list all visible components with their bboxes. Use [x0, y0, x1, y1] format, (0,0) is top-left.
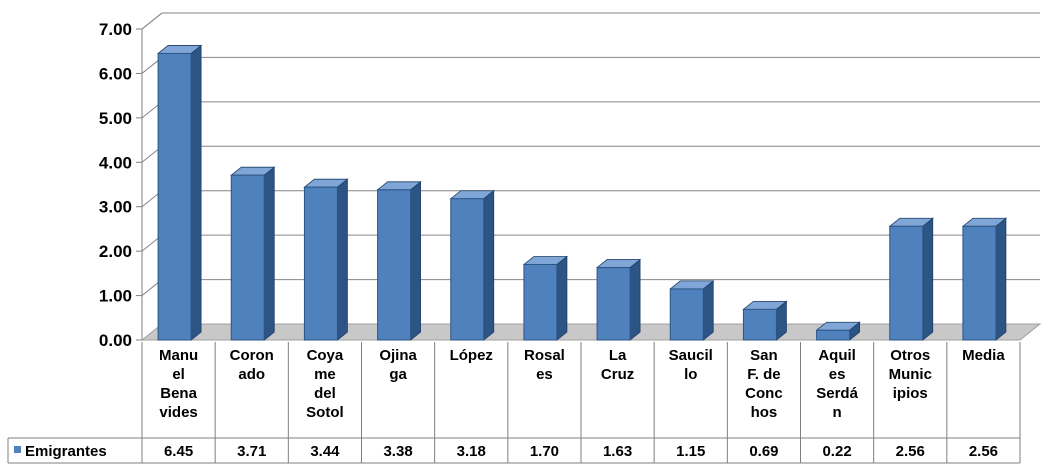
- data-label: 3.18: [457, 443, 486, 460]
- bars: [156, 44, 1008, 341]
- y-tick-label: 0.00: [99, 331, 132, 350]
- chart-walls: [140, 12, 1042, 341]
- x-tick-label: López: [450, 347, 493, 364]
- bar: [156, 44, 203, 341]
- y-tick-label: 4.00: [99, 153, 132, 172]
- data-label: 3.38: [383, 443, 412, 460]
- data-label: 3.71: [237, 443, 266, 460]
- y-tick-label: 5.00: [99, 109, 132, 128]
- floor: [140, 323, 1042, 341]
- x-tick-label: Otros Munic ipios: [889, 347, 932, 402]
- bar-front: [303, 186, 338, 341]
- x-tick-label: La Cruz: [601, 347, 634, 383]
- bar-side: [410, 180, 421, 341]
- bar: [961, 217, 1008, 341]
- bar-side: [995, 217, 1007, 341]
- y-tick-label: 6.00: [99, 64, 132, 83]
- bar-front: [230, 174, 265, 341]
- bar: [522, 255, 569, 341]
- bar-front: [889, 225, 924, 341]
- bar-side: [483, 189, 495, 341]
- data-label: 0.69: [749, 443, 778, 460]
- bar: [303, 178, 349, 341]
- bar: [742, 300, 788, 341]
- y-tick-label: 1.00: [99, 287, 132, 306]
- bar-side: [337, 178, 348, 341]
- x-tick-label: Aquil es Serdá n: [816, 347, 858, 421]
- bar-side: [556, 255, 568, 341]
- data-label: 1.63: [603, 443, 632, 460]
- x-tick-label: Coron ado: [230, 347, 274, 383]
- bar-side: [702, 280, 714, 341]
- bar-front: [669, 288, 704, 341]
- bar-side: [922, 217, 934, 341]
- bar-side: [629, 258, 641, 341]
- bar: [888, 217, 934, 341]
- bar: [449, 189, 495, 341]
- bar-front: [816, 329, 851, 341]
- bar: [815, 321, 861, 341]
- data-label: 2.56: [896, 443, 925, 460]
- bar-side: [263, 166, 275, 341]
- y-axis-ticks: 0.00 1.00 2.00 3.00 4.00 5.00 6.00 7.00: [99, 20, 132, 350]
- y-tick-label: 3.00: [99, 198, 132, 217]
- x-tick-label: Ojina ga: [379, 347, 417, 383]
- legend-swatch: [14, 446, 21, 453]
- gridline-depth: [141, 12, 163, 30]
- bar: [669, 280, 715, 341]
- y-tick-label: 7.00: [99, 20, 132, 39]
- legend-label: Emigrantes: [25, 443, 107, 460]
- data-label: 3.44: [310, 443, 340, 460]
- y-tick-label: 2.00: [99, 242, 132, 261]
- back-wall: [142, 13, 1040, 340]
- x-tick-label: Media: [962, 347, 1005, 364]
- data-label: 2.56: [969, 443, 998, 460]
- bar: [595, 258, 642, 341]
- x-tick-label: Manu el Bena vides: [159, 347, 198, 421]
- bar: [230, 166, 276, 341]
- bar-front: [962, 225, 997, 341]
- bar-front: [157, 52, 192, 341]
- data-label: 6.45: [164, 443, 193, 460]
- x-tick-label: Saucil lo: [669, 347, 713, 383]
- data-label: 0.22: [822, 443, 851, 460]
- x-tick-label: San F. de Conc hos: [745, 347, 783, 421]
- data-table: Manu el Bena vides Coron ado Coya me del Sotol Oji…: [7, 342, 1021, 464]
- x-tick-label: Rosal es: [524, 347, 565, 383]
- data-label: 1.70: [530, 443, 559, 460]
- bar-front: [596, 267, 631, 341]
- bar-front: [523, 263, 558, 341]
- bar-front: [450, 198, 485, 341]
- bar-front: [742, 308, 777, 341]
- x-tick-label: Coya me del Sotol: [306, 347, 344, 421]
- bar: [376, 180, 422, 341]
- bar-front: [377, 189, 412, 341]
- bar-side: [190, 44, 202, 341]
- data-label: 1.15: [676, 443, 705, 460]
